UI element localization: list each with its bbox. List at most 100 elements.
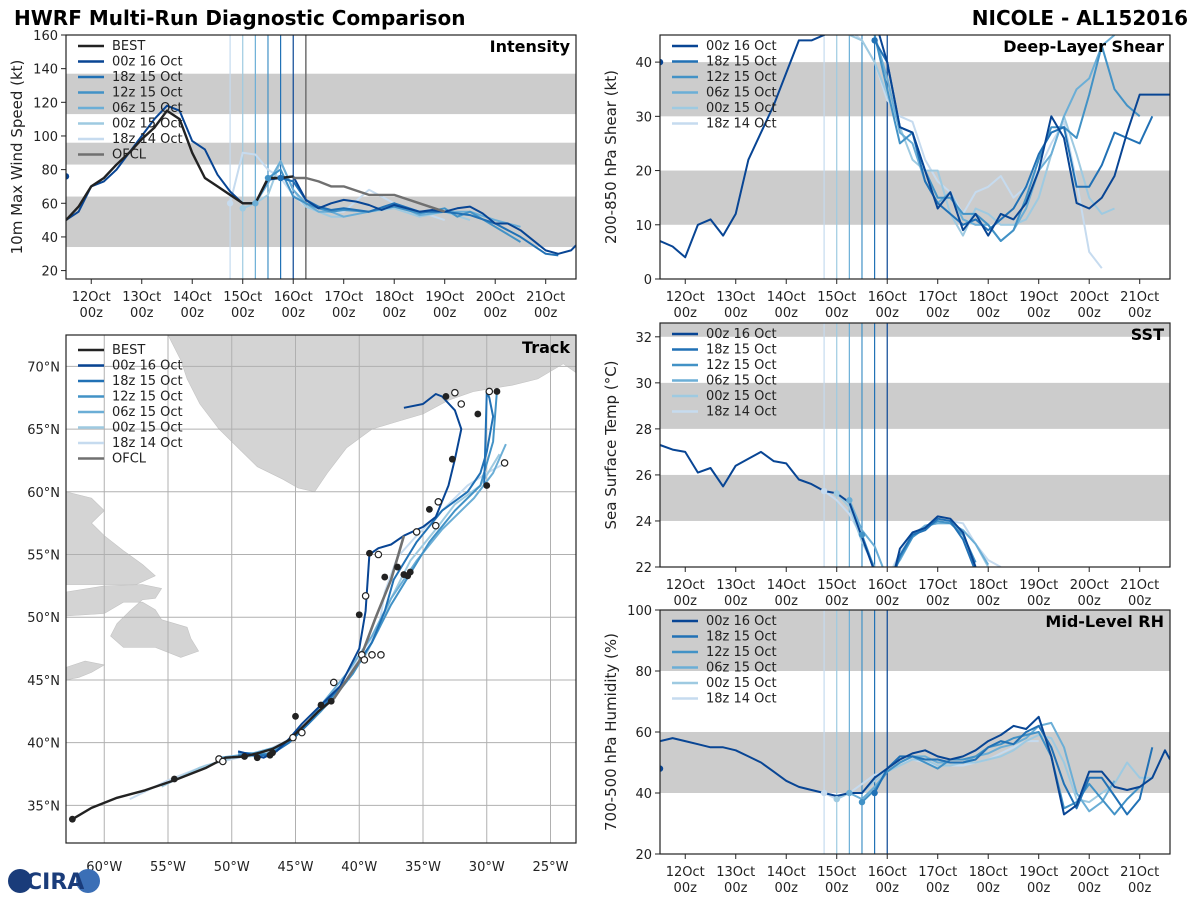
rh-xtick-day: 17Oct (918, 865, 957, 880)
intensity-ytick-label: 160 (33, 29, 58, 44)
globe-icon (8, 869, 32, 893)
sst-init-dot-5 (820, 487, 828, 495)
rh-xtick-hour: 00z (876, 881, 900, 896)
rh-series-0 (660, 715, 1170, 816)
intensity-xtick-day: 19Oct (425, 290, 464, 305)
track-lat-label: 70°N (27, 360, 60, 375)
intensity-xtick-day: 17Oct (324, 290, 363, 305)
intensity-xtick-day: 13Oct (122, 290, 161, 305)
intensity-xtick-day: 21Oct (526, 290, 565, 305)
rh-series-2 (861, 731, 1141, 816)
sst-init-dot-4 (833, 490, 840, 497)
shear-init-dot-0 (660, 58, 664, 66)
shear-init-dot-4 (834, 16, 840, 22)
intensity-band-2 (66, 73, 576, 115)
shear-series-0 (660, 35, 1170, 259)
rh-xtick-hour: 00z (674, 881, 698, 896)
track-lon-label: 45°W (278, 860, 314, 875)
track-lat-label: 40°N (27, 737, 60, 752)
sst-xtick-day: 15Oct (817, 578, 856, 593)
shear-xtick-day: 18Oct (969, 290, 1008, 305)
track-legend-item: 18z 15 Oct (112, 374, 183, 389)
sst-series-0 (660, 444, 977, 567)
intensity-ylabel: 10m Max Wind Speed (kt) (8, 60, 26, 255)
shear-xtick-day: 12Oct (666, 290, 705, 305)
shear-xtick-day: 19Oct (1019, 290, 1058, 305)
intensity-ytick-label: 140 (33, 63, 58, 78)
shear-xtick-hour: 00z (1128, 306, 1152, 321)
intensity-legend-ofcl: OFCL (112, 148, 147, 163)
rh-plot-area (660, 610, 1170, 854)
shear-xtick-day: 20Oct (1070, 290, 1109, 305)
sst-ytick-label: 32 (635, 331, 652, 346)
intensity-init-dot-1 (277, 174, 284, 182)
track-best-marker (170, 775, 178, 783)
intensity-init-dot-2 (264, 174, 272, 182)
track-lat-label: 55°N (27, 549, 60, 564)
rh-xtick-day: 21Oct (1120, 865, 1159, 880)
track-plot-area (66, 335, 576, 843)
shear-init-dot-1 (871, 37, 878, 44)
track-filled-marker (366, 549, 373, 557)
track-best-marker (269, 749, 276, 757)
rh-series-1 (873, 724, 1154, 816)
shear-xtick-day: 13Oct (716, 290, 755, 305)
intensity-legend-item: 12z 15 Oct (112, 86, 183, 101)
track-open-marker (431, 521, 440, 530)
track-best-marker (292, 712, 299, 720)
rh-ytick-label: 60 (635, 726, 652, 741)
track-open-marker (298, 728, 306, 737)
shear-xtick-hour: 00z (724, 306, 748, 321)
intensity-xtick-hour: 00z (433, 306, 457, 321)
sst-xtick-hour: 00z (1078, 594, 1102, 609)
intensity-xtick-hour: 00z (80, 306, 104, 321)
track-best-marker (327, 697, 335, 705)
shear-xtick-hour: 00z (825, 306, 849, 321)
intensity-ytick-label: 80 (41, 164, 58, 179)
track-lon-label: 25°W (533, 860, 569, 875)
intensity-xtick-day: 15Oct (223, 290, 262, 305)
sst-band-0 (660, 474, 1170, 521)
rh-series-5 (823, 740, 1039, 801)
rh-xtick-day: 13Oct (716, 865, 755, 880)
rh-xtick-hour: 00z (775, 881, 799, 896)
track-open-marker (412, 528, 421, 536)
sst-legend-item: 18z 15 Oct (706, 343, 777, 358)
sst-init-dot-0 (657, 598, 663, 604)
shear-xtick-hour: 00z (1078, 306, 1102, 321)
track-legend-best: BEST (112, 343, 145, 358)
shear-ylabel: 200-850 hPa Shear (kt) (602, 70, 620, 244)
rh-xtick-hour: 00z (1078, 881, 1102, 896)
shear-xtick-day: 15Oct (817, 290, 856, 305)
intensity-plot-area (66, 35, 576, 279)
intensity-legend-item: 00z 16 Oct (112, 55, 183, 70)
shear-series-1 (873, 39, 1154, 232)
intensity-xtick-hour: 00z (332, 306, 356, 321)
sst-series-1 (895, 517, 975, 567)
sst-xtick-hour: 00z (1027, 594, 1051, 609)
intensity-xtick-day: 14Oct (173, 290, 212, 305)
intensity-series-3 (254, 160, 521, 228)
rh-xtick-day: 20Oct (1070, 865, 1109, 880)
rh-xtick-day: 18Oct (969, 865, 1008, 880)
track-panel-title: Track (522, 338, 570, 357)
sst-xtick-day: 20Oct (1070, 578, 1109, 593)
rh-legend-item: 06z 15 Oct (706, 661, 777, 676)
sst-plot-area (657, 323, 1170, 604)
intensity-xtick-hour: 00z (383, 306, 407, 321)
intensity-xtick-hour: 00z (181, 306, 205, 321)
track-legend-item: 00z 16 Oct (112, 359, 183, 374)
shear-init-dot-3 (846, 5, 852, 11)
sst-ytick-label: 24 (635, 515, 652, 530)
rh-init-dot-1 (871, 789, 878, 797)
track-frame (65, 334, 577, 844)
shear-xtick-day: 14Oct (767, 290, 806, 305)
shear-xtick-day: 17Oct (918, 290, 957, 305)
intensity-legend-item: 18z 15 Oct (112, 70, 183, 85)
track-filled-marker (425, 505, 433, 513)
rh-init-dot-4 (833, 795, 840, 803)
rh-init-dot-2 (858, 798, 866, 806)
